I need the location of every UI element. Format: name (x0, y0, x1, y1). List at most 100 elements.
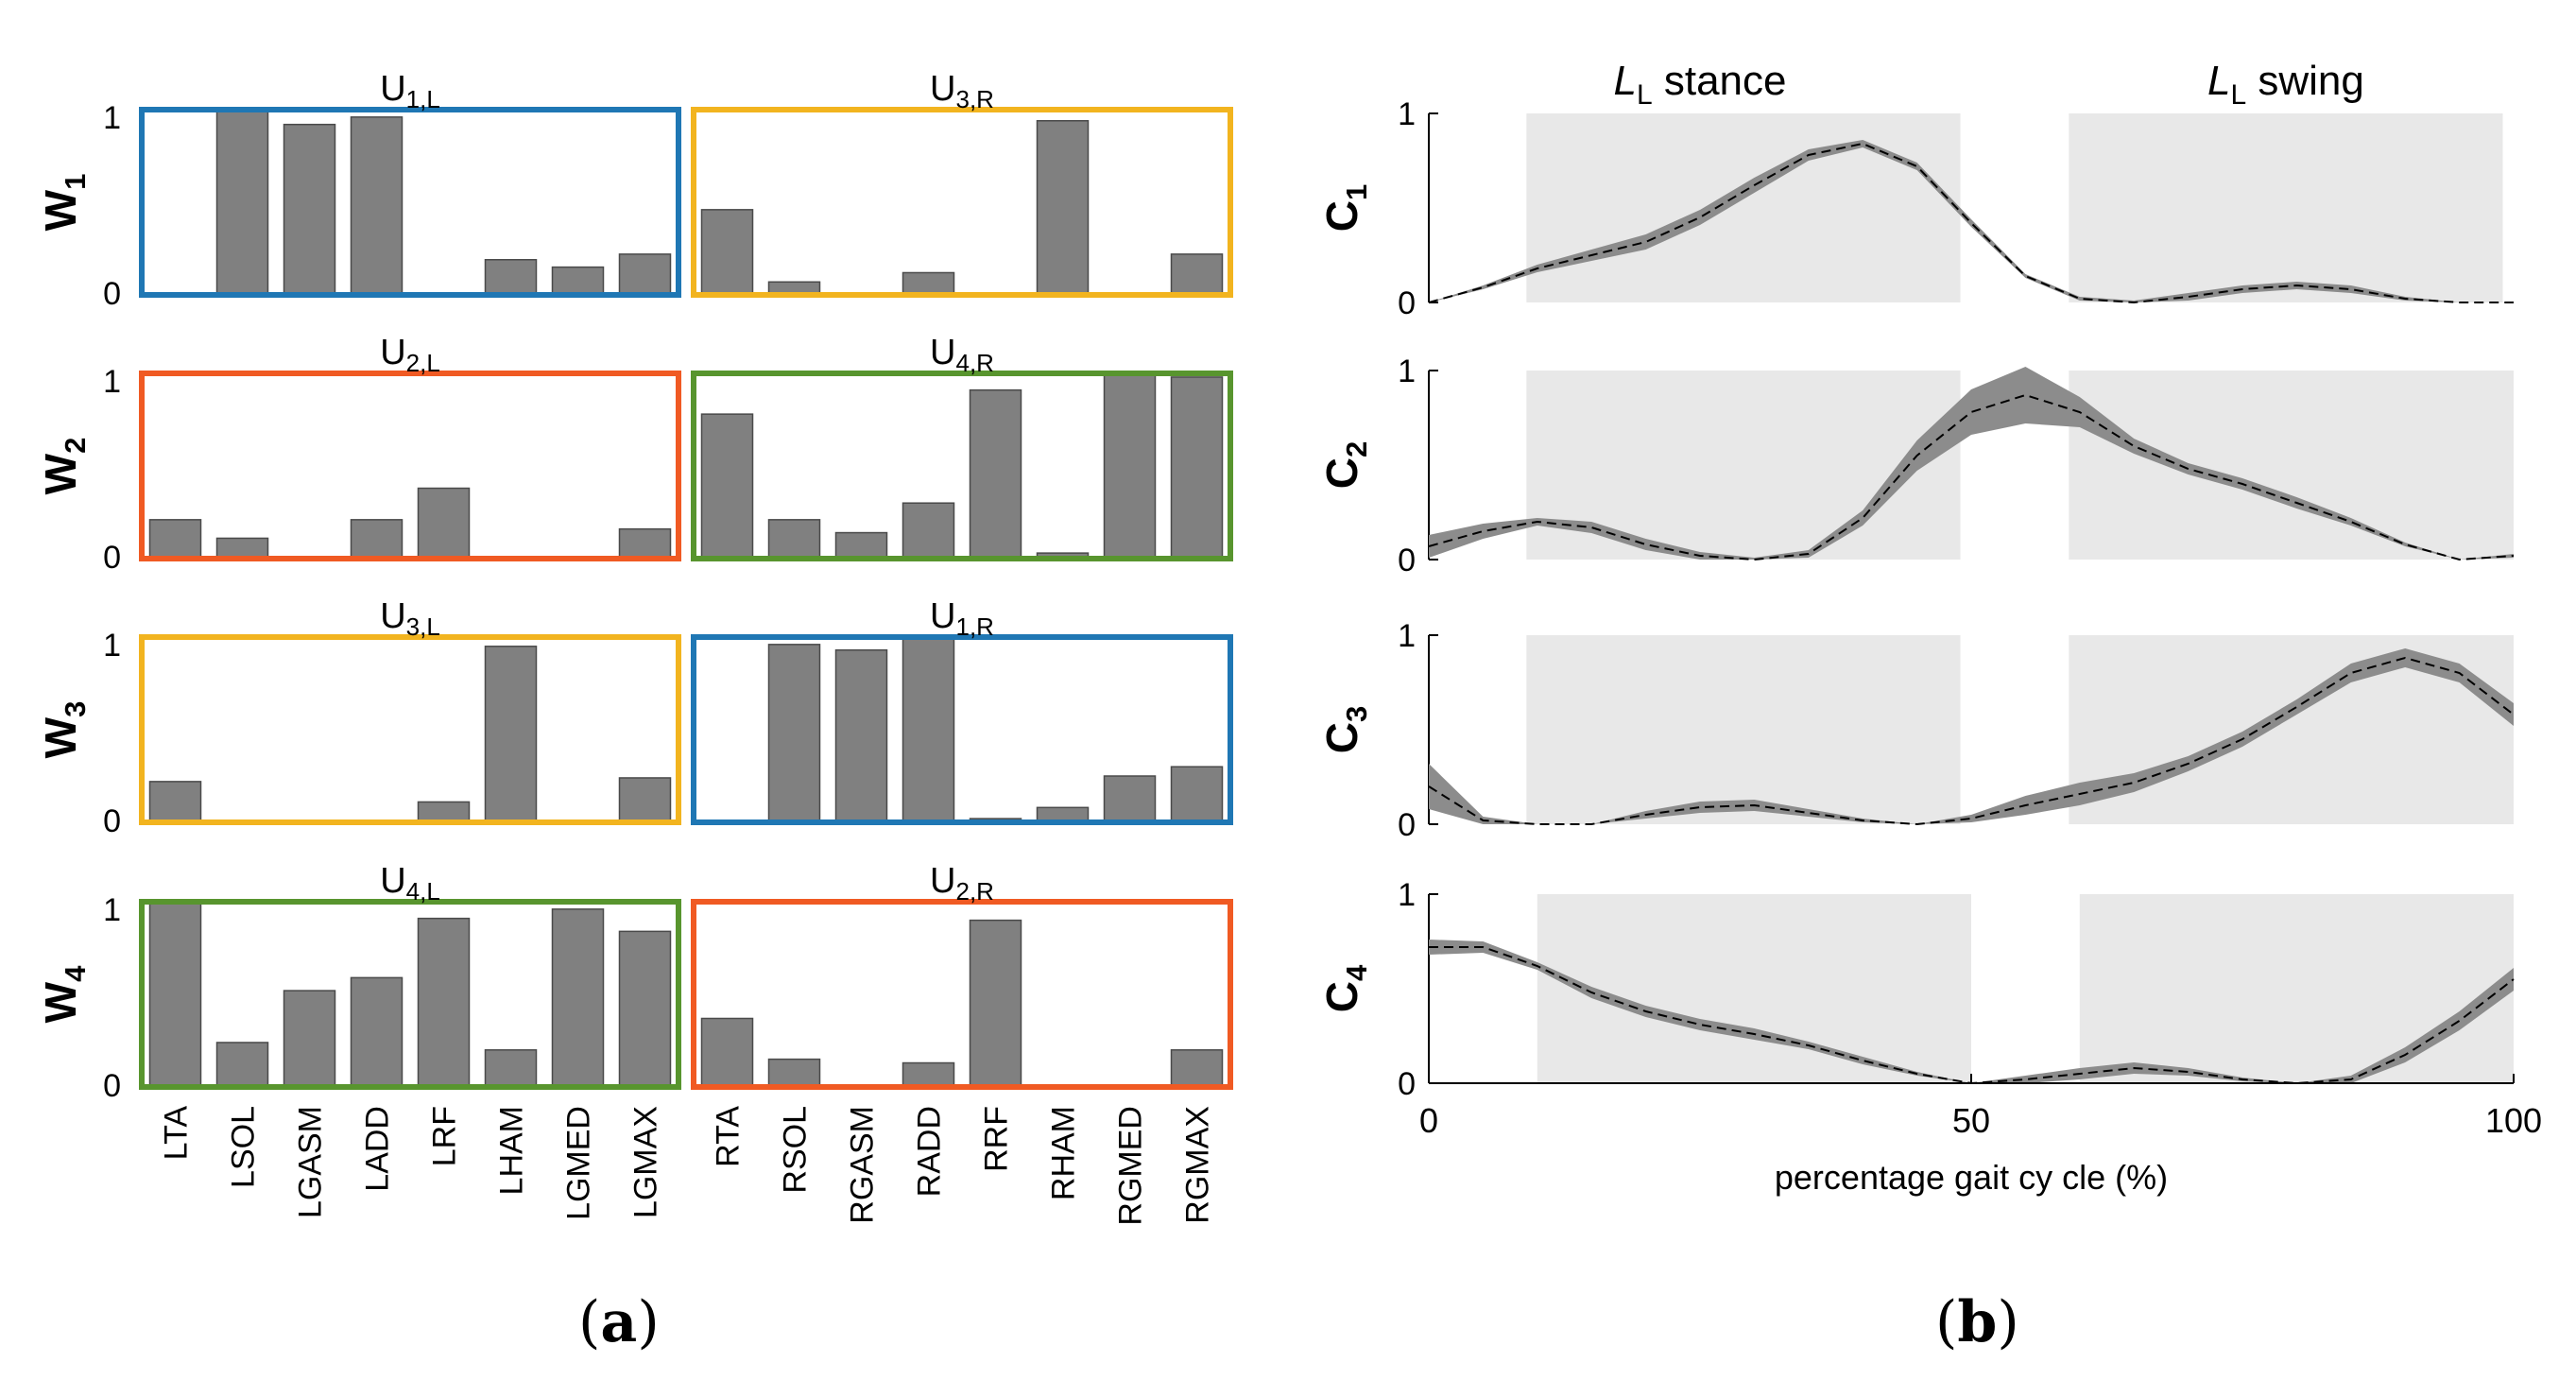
bar (350, 519, 404, 560)
bar (902, 1061, 955, 1088)
synergy-title: U3,R (930, 69, 994, 113)
synergy-frame (691, 107, 1233, 298)
y-tick-label: 1 (1398, 618, 1416, 654)
category-label: RGASM (845, 1106, 881, 1224)
bar (1170, 1049, 1224, 1088)
bar (1103, 775, 1157, 823)
y-tick-label: 1 (103, 628, 121, 664)
category-label: LGASM (293, 1106, 329, 1218)
bar (969, 919, 1022, 1088)
bar (417, 487, 471, 560)
bar (215, 537, 269, 560)
bar (484, 1049, 538, 1088)
category-label: LADD (360, 1106, 396, 1192)
bar (1103, 372, 1157, 560)
bar (834, 648, 888, 823)
bar (215, 109, 269, 296)
phase-shading (2079, 894, 2514, 1083)
y-tick-label: 1 (1398, 96, 1416, 132)
y-tick-label: 0 (1398, 1066, 1416, 1102)
std-band (1429, 648, 2514, 824)
synergy-title: U4,L (380, 861, 440, 906)
bar (350, 976, 404, 1088)
category-label: LSOL (226, 1106, 262, 1188)
y-tick-label: 1 (103, 364, 121, 400)
bar (1170, 766, 1224, 823)
row-ylabel: W4 (36, 965, 92, 1023)
std-band (1429, 367, 2514, 560)
bar (767, 519, 821, 560)
bar (1170, 253, 1224, 296)
synergy-title: U3,L (380, 596, 440, 641)
bar (551, 266, 605, 296)
bar (148, 519, 202, 560)
category-label: LGMAX (628, 1106, 664, 1218)
phase-shading (1526, 635, 1961, 824)
category-label: RGMED (1113, 1106, 1149, 1226)
phase-label-stance: LL stance (1613, 58, 1786, 111)
row-ylabel: W2 (36, 438, 92, 495)
bar (148, 781, 202, 823)
bar (700, 413, 754, 560)
bar (283, 990, 336, 1088)
category-label: RADD (912, 1106, 948, 1197)
bar (902, 271, 955, 296)
y-tick-label: 1 (103, 100, 121, 136)
bar (700, 209, 754, 296)
synergy-frame (691, 371, 1233, 561)
synergy-title: U1,R (930, 596, 994, 641)
category-label: RTA (711, 1106, 747, 1167)
synergy-frame (139, 899, 681, 1090)
y-tick-label: 0 (103, 540, 121, 576)
synergy-frame (139, 371, 681, 561)
bar (618, 930, 672, 1088)
mean-line (1428, 393, 2515, 561)
y-tick-label: 0 (103, 803, 121, 839)
y-tick-label: 1 (1398, 354, 1416, 389)
synergy-title: U4,R (930, 333, 994, 377)
std-band (1429, 140, 2514, 302)
x-tick-label: 0 (1419, 1101, 1438, 1140)
series-ylabel: C1 (1317, 184, 1373, 232)
phase-shading (1537, 894, 1971, 1083)
series-ylabel: C3 (1317, 706, 1373, 753)
synergy-frame (691, 899, 1233, 1090)
series-ylabel: C4 (1317, 964, 1373, 1012)
bar (834, 531, 888, 560)
category-label: RRF (979, 1106, 1015, 1172)
phase-shading (1526, 113, 1961, 302)
bar (417, 917, 471, 1088)
bar (618, 253, 672, 296)
bar (417, 801, 471, 823)
category-label: LTA (159, 1106, 195, 1161)
bar (969, 388, 1022, 560)
y-tick-label: 0 (1398, 285, 1416, 321)
bar (484, 259, 538, 296)
phase-label-swing: LL swing (2207, 58, 2364, 111)
y-tick-label: 0 (103, 1068, 121, 1104)
synergy-frame (691, 634, 1233, 825)
bar (283, 123, 336, 296)
x-axis-label: percentage gait cy cle (%) (1775, 1158, 2168, 1197)
bar (767, 644, 821, 823)
phase-shading (2069, 113, 2503, 302)
x-tick-label: 100 (2485, 1101, 2542, 1140)
category-label: RGMAX (1180, 1106, 1216, 1224)
mean-line (1428, 142, 2514, 304)
panel-a-label: (a) (578, 1289, 660, 1355)
series-ylabel: C2 (1317, 441, 1373, 489)
bar (700, 1017, 754, 1088)
category-label: RSOL (778, 1106, 814, 1194)
bar (551, 908, 605, 1088)
category-label: LRF (427, 1106, 463, 1166)
category-label: LGMED (561, 1106, 597, 1220)
bar (1170, 376, 1224, 560)
y-tick-label: 0 (1398, 807, 1416, 843)
mean-line (1428, 656, 2515, 826)
phase-shading (2069, 371, 2514, 560)
x-tick-label: 50 (1952, 1101, 1990, 1140)
synergy-title: U2,R (930, 861, 994, 906)
bar (350, 116, 404, 296)
synergy-frame (139, 107, 681, 298)
